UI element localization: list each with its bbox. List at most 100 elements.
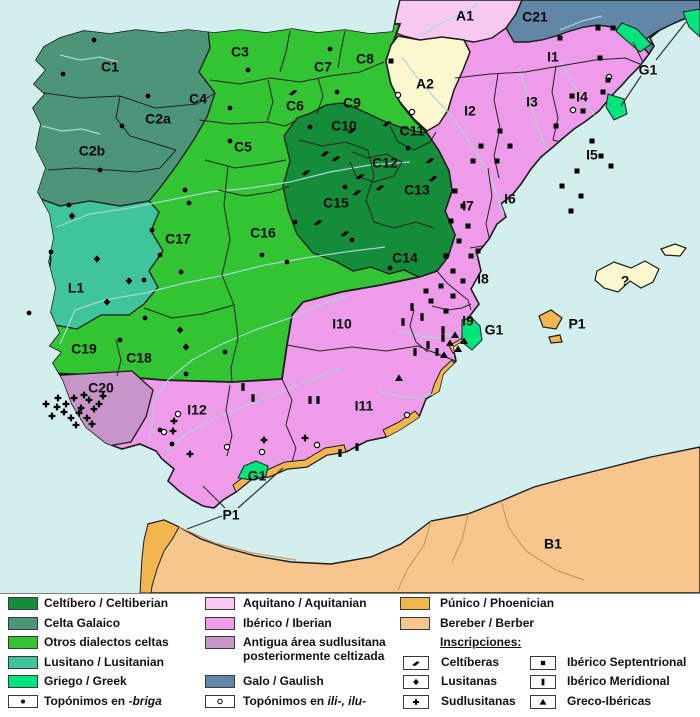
map-label-C11: C11 [400,123,425,139]
map-label-C20: C20 [88,380,114,396]
rivers [41,54,599,452]
legend-label-400-1: Bereber / Berber [440,615,535,630]
map-label-C17: C17 [165,231,191,247]
region-greek-emporion [615,22,652,53]
region-africa-berber [142,446,700,593]
region-greek-corner [682,8,700,38]
map-label-P1: P1 [222,507,239,523]
legend-label-insc-b-0: Ibérico Septentrional [567,654,687,669]
legend-symbol-box-flag [403,655,429,670]
legend-swatch-gaulish [205,675,235,688]
region-greek-costa [605,93,628,121]
legend-swatch-aquitanian [205,597,235,610]
map-label-C19: C19 [71,341,97,357]
map-label-I10: I10 [332,316,352,332]
legend-symbol-box-dot [8,694,38,708]
map-label-C8: C8 [356,51,374,67]
legend-swatch-iberian [205,616,235,630]
legend-swatch-lusitanian [8,655,38,669]
legend-label-205-2-line2: posteriormente celtizada [243,649,385,663]
region-menorca [660,243,687,257]
legend-symbol-box-bar [530,675,556,689]
legend-symbol-box-tri [530,694,556,709]
map-label-G1: G1 [248,468,267,484]
map-label-L1: L1 [68,280,85,296]
map-symbols [26,25,616,458]
legend-swatch-berber [400,616,430,630]
map-label-C14: C14 [392,250,418,266]
map-label-C5: C5 [234,139,252,155]
legend-swatch-celtiberian [8,597,38,610]
map-label-I11: I11 [355,398,374,414]
region-a2-zone [385,35,471,132]
legend-label-8-0: Celtíbero / Celtiberian [44,596,169,610]
map-label-G1: G1 [485,322,504,338]
map-label-A1: A1 [456,8,474,24]
legend-swatch-celtic_other [8,636,38,649]
map-label-I2: I2 [464,103,476,119]
map-label-C3: C3 [231,44,249,60]
legend-symbol-box-cross [403,694,429,709]
legend-symbol-box-ring [205,694,235,708]
map-label-I12: I12 [187,402,207,418]
symbols-bar [241,303,445,457]
pointer-lines [186,21,687,530]
map-label-C10: C10 [331,118,357,134]
symbols-flag [288,90,438,237]
iberia-regions [33,19,641,496]
symbols-cross [42,391,309,458]
map-label-I8: I8 [477,271,489,287]
legend-label-205-2: Antigua área sudlusitana [243,635,386,649]
legend-swatch-sudlusitanian [205,636,235,649]
legend-label-8-4: Griego / Greek [44,674,127,688]
map-label-C13: C13 [404,182,430,198]
map-label-C18: C18 [126,350,152,366]
symbols-square [388,25,616,314]
map-label-I6: I6 [504,191,516,207]
map-label-C12: C12 [372,155,398,171]
region-formentera [548,334,563,344]
legend-label-insc-a-2: Sudlusitanas [441,693,516,708]
legend-swatch-punic [400,597,430,610]
legend-label-400-0: Púnico / Phoenician [440,596,555,610]
map-label-C15: C15 [323,195,349,211]
region-ibiza [538,309,563,330]
legend-label-8-5: Topónimos en -briga [44,693,162,708]
map-label-A2: A2 [416,76,434,92]
region-africa-punic [139,519,180,593]
legend-inscriptions-title: Inscripciones: [440,635,522,649]
map-label-B1: B1 [544,536,562,552]
map-label-I5: I5 [586,147,598,163]
map-label-C21: C21 [522,9,548,25]
legend-label-205-3: Galo / Gaulish [243,674,324,688]
legend-label-8-1: Celta Galaico [44,615,121,630]
rivers-open [178,3,603,591]
map-label-I4: I4 [576,89,588,105]
map-label-I7: I7 [462,198,474,214]
map-label-C4: C4 [189,91,207,107]
legend-label-8-3: Lusitano / Lusitanian [44,654,165,669]
symbols-diamond [68,212,190,351]
map-label-C7: C7 [314,59,332,75]
map-label-I3: I3 [526,94,538,110]
map-label-P1: P1 [568,316,585,332]
map-label-C9: C9 [343,95,361,111]
legend-label-205-1: Ibérico / Iberian [243,615,332,630]
symbols-tri [395,331,468,381]
map-label-C1: C1 [101,59,119,75]
map-label-C2b: C2b [79,143,105,159]
legend-symbol-box-diamond [403,675,429,689]
legend-swatch-galaico [8,616,38,630]
legend-label-205-4: Topónimos en ili-, ilu- [243,693,367,708]
map-area: C1 C2a C2b C3 C4 C5 C6 C7 C8 C9 C10 C11 C12 C13 C14 C15… [0,0,700,593]
map-label-C16: C16 [250,225,276,241]
legend-label-insc-a-0: Celtíberas [441,654,500,669]
legend-label-205-0: Aquitano / Aquitanian [243,596,367,610]
legend-label-insc-b-1: Ibérico Meridional [567,674,670,688]
legend-label-insc-a-1: Lusitanas [441,674,498,688]
legend-symbol-box-square [530,655,556,670]
legend-swatch-greek [8,675,38,688]
